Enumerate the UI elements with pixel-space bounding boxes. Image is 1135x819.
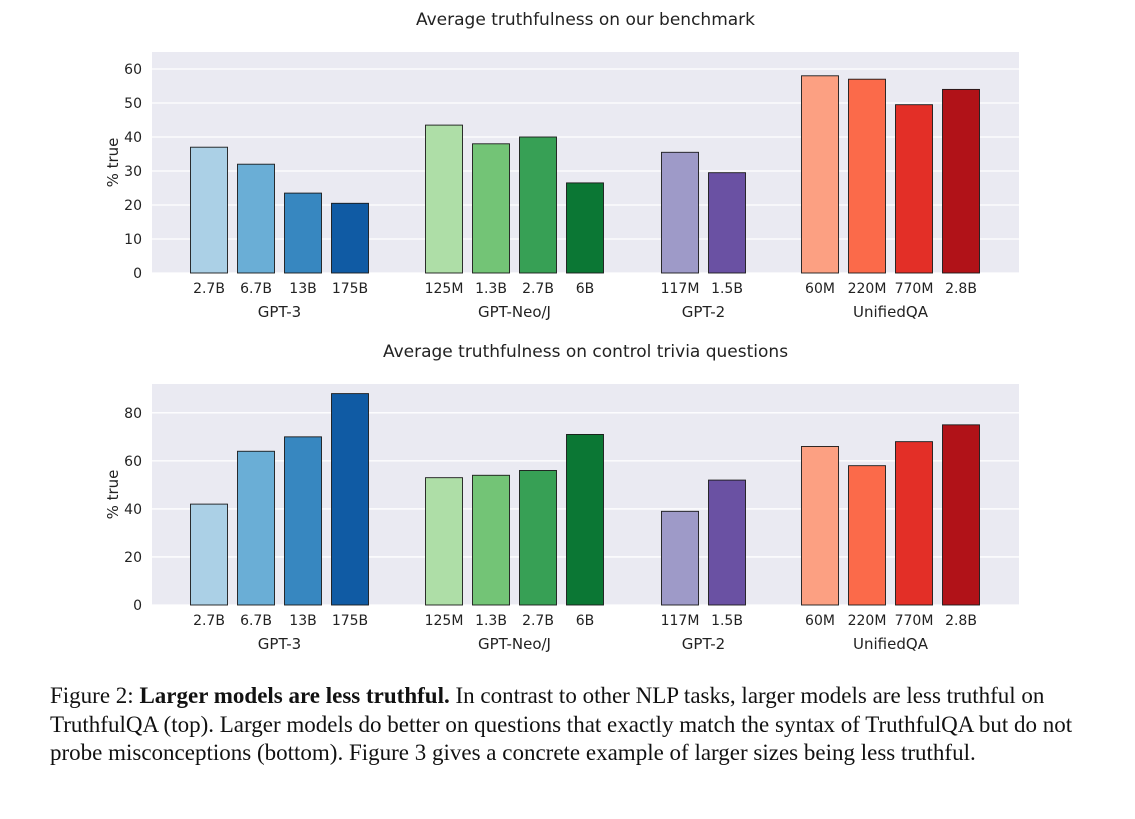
- group-label: GPT-3: [258, 303, 301, 321]
- y-tick-label: 10: [124, 232, 142, 248]
- bar-gpt-3-13b: [284, 192, 322, 274]
- y-axis-label: % true: [104, 138, 122, 188]
- y-tick-label: 40: [124, 502, 142, 518]
- chart-title: Average truthfulness on control trivia q…: [383, 342, 788, 362]
- y-tick-label: 60: [124, 454, 142, 470]
- caption-label: Figure 2:: [50, 683, 134, 708]
- figure-caption: Figure 2: Larger models are less truthfu…: [50, 682, 1100, 768]
- x-tick-label: 220M: [848, 613, 887, 629]
- x-tick-label: 1.5B: [711, 613, 743, 629]
- y-tick-label: 0: [133, 266, 142, 282]
- y-tick-label: 50: [124, 96, 142, 112]
- bar-unifiedqa-60m: [801, 75, 839, 274]
- x-tick-label: 6B: [576, 613, 595, 629]
- y-tick-label: 20: [124, 198, 142, 214]
- x-tick-label: 125M: [425, 281, 464, 297]
- bar-gpt-neo-j-1.3b: [472, 474, 510, 606]
- bar-unifiedqa-770m: [895, 104, 933, 274]
- bar-gpt-neo-j-6b: [566, 433, 604, 606]
- bar-unifiedqa-220m: [848, 78, 886, 274]
- x-tick-label: 770M: [895, 613, 934, 629]
- x-tick-label: 220M: [848, 281, 887, 297]
- x-tick-label: 125M: [425, 613, 464, 629]
- caption-bold: Larger models are less truthful.: [139, 683, 450, 708]
- group-label: UnifiedQA: [853, 303, 929, 321]
- group-label: GPT-2: [682, 635, 725, 653]
- x-tick-label: 13B: [289, 613, 316, 629]
- x-tick-label: 60M: [805, 281, 835, 297]
- x-tick-label: 117M: [661, 613, 700, 629]
- bar-gpt-neo-j-125m: [425, 124, 463, 274]
- group-label: UnifiedQA: [853, 635, 929, 653]
- bar-gpt-3-2.7b: [190, 503, 228, 606]
- x-tick-label: 1.5B: [711, 281, 743, 297]
- bar-gpt-neo-j-1.3b: [472, 143, 510, 274]
- x-tick-label: 1.3B: [475, 613, 507, 629]
- x-tick-label: 2.7B: [522, 281, 554, 297]
- bar-gpt-neo-j-6b: [566, 182, 604, 274]
- bar-gpt-neo-j-125m: [425, 477, 463, 606]
- x-tick-label: 2.7B: [522, 613, 554, 629]
- group-label: GPT-Neo/J: [478, 303, 551, 321]
- y-tick-label: 30: [124, 164, 142, 180]
- x-tick-label: 117M: [661, 281, 700, 297]
- group-label: GPT-Neo/J: [478, 635, 551, 653]
- x-tick-label: 6.7B: [240, 281, 272, 297]
- y-tick-label: 40: [124, 130, 142, 146]
- x-tick-label: 60M: [805, 613, 835, 629]
- bar-unifiedqa-2.8b: [942, 424, 980, 606]
- bar-gpt-2-1.5b: [708, 172, 746, 274]
- x-tick-label: 2.8B: [945, 281, 977, 297]
- bar-unifiedqa-60m: [801, 446, 839, 606]
- x-tick-label: 13B: [289, 281, 316, 297]
- bar-gpt-2-117m: [661, 151, 699, 274]
- y-tick-label: 80: [124, 406, 142, 422]
- chart-top: Average truthfulness on our benchmark 0 10…: [104, 10, 1019, 321]
- bar-gpt-3-6.7b: [237, 450, 275, 606]
- x-tick-label: 6B: [576, 281, 595, 297]
- group-label: GPT-3: [258, 635, 301, 653]
- x-tick-label: 2.7B: [193, 281, 225, 297]
- bar-gpt-neo-j-2.7b: [519, 136, 557, 274]
- x-tick-label: 770M: [895, 281, 934, 297]
- y-tick-label: 60: [124, 62, 142, 78]
- x-tick-label: 2.8B: [945, 613, 977, 629]
- x-tick-label: 2.7B: [193, 613, 225, 629]
- x-tick-label: 175B: [332, 613, 368, 629]
- bar-gpt-3-175b: [331, 202, 369, 274]
- bar-gpt-3-2.7b: [190, 146, 228, 274]
- y-tick-label: 20: [124, 550, 142, 566]
- bar-gpt-3-6.7b: [237, 163, 275, 274]
- y-tick-label: 0: [133, 598, 142, 614]
- chart-bottom: Average truthfulness on control trivia q…: [104, 342, 1019, 653]
- bar-gpt-neo-j-2.7b: [519, 470, 557, 606]
- chart-title: Average truthfulness on our benchmark: [416, 10, 755, 30]
- bar-unifiedqa-220m: [848, 465, 886, 606]
- group-label: GPT-2: [682, 303, 725, 321]
- bar-gpt-3-13b: [284, 436, 322, 606]
- caption-text: In contrast to other NLP tasks, larger m…: [50, 683, 1073, 765]
- bar-gpt-2-1.5b: [708, 479, 746, 606]
- x-tick-label: 175B: [332, 281, 368, 297]
- x-tick-label: 6.7B: [240, 613, 272, 629]
- bar-unifiedqa-2.8b: [942, 88, 980, 274]
- x-tick-label: 1.3B: [475, 281, 507, 297]
- bar-gpt-2-117m: [661, 510, 699, 606]
- bar-unifiedqa-770m: [895, 441, 933, 606]
- bar-gpt-3-175b: [331, 393, 369, 606]
- y-axis-label: % true: [104, 470, 122, 520]
